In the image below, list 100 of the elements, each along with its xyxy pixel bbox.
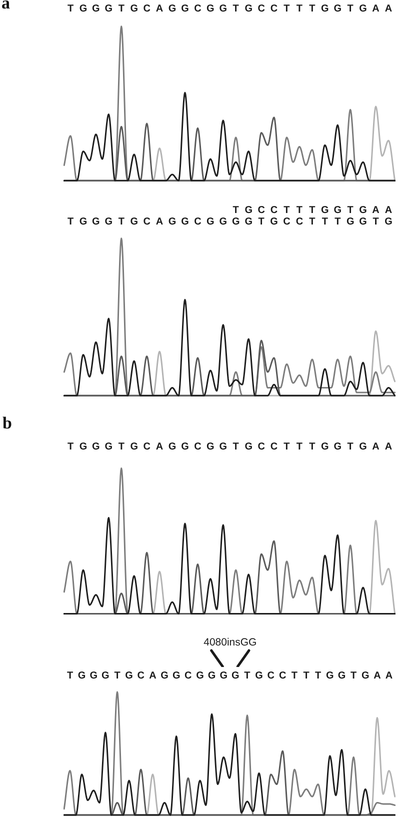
x-tick-label: A: [384, 4, 392, 14]
x-tick-label: C G: [270, 204, 278, 228]
x-tick-label: A: [372, 442, 380, 452]
x-tick-label: A: [372, 4, 380, 14]
x-tick-label: G: [338, 670, 346, 682]
x-tick-label: T: [118, 442, 124, 452]
x-tick-label: G T: [334, 204, 342, 228]
x-tick-label: C: [194, 216, 202, 228]
x-tick-label: G: [244, 4, 253, 14]
x-tick-label: G: [160, 670, 169, 682]
x-tick-label: A T: [372, 204, 380, 228]
x-tick-label: G: [104, 216, 113, 228]
x-tick-label: T: [296, 442, 303, 452]
x-tick-label: A: [156, 442, 164, 452]
x-tick-label: G: [104, 442, 113, 452]
x-tick-label: G: [219, 4, 228, 14]
x-tick-label: C: [270, 4, 278, 14]
x-tick-label: A G: [384, 204, 393, 228]
x-tick-label: A: [156, 216, 164, 228]
x-tick-label: G: [206, 442, 215, 452]
x-tick-label: T: [347, 4, 354, 14]
x-tick-label: T: [114, 670, 120, 682]
x-tick-label: T: [232, 442, 239, 452]
x-tick-label: T: [296, 4, 303, 14]
x-tick-label: G: [104, 4, 113, 14]
x-tick-label: T: [347, 442, 354, 452]
x-tick-label: T C: [296, 204, 304, 228]
x-tick-label: T: [118, 216, 124, 228]
x-tick-label: C: [143, 442, 150, 452]
x-tick-label: G: [130, 216, 138, 228]
x-tick-label: G: [359, 442, 368, 452]
x-tick-label: T: [309, 4, 316, 14]
x-tick-label: G G: [244, 204, 253, 228]
x-tick-label: G: [219, 442, 228, 452]
x-tick-label: A: [385, 670, 393, 682]
x-tick-label: G: [181, 442, 190, 452]
x-tick-label: G: [92, 442, 100, 452]
x-tick-label: T: [66, 670, 74, 682]
x-tick-label: G: [244, 442, 253, 452]
x-tick-label: T: [303, 670, 310, 682]
x-tick-label: C: [184, 670, 192, 682]
x-tick-label: T: [309, 442, 316, 452]
x-tick-label: C: [258, 4, 265, 14]
x-tick-label: G: [168, 216, 176, 228]
x-tick-label: G: [90, 670, 98, 682]
x-tick-label: A: [374, 670, 381, 682]
x-tick-label: G: [172, 670, 180, 682]
x-tick-label: T: [284, 4, 290, 14]
x-tick-label: G: [206, 4, 215, 14]
x-tick-label: C: [279, 670, 286, 682]
x-tick-label: C: [194, 4, 202, 14]
x-tick-label: G: [168, 442, 176, 452]
x-tick-label: G: [232, 670, 240, 682]
x-tick-label: G: [102, 670, 110, 682]
x-tick-label: G: [92, 4, 100, 14]
chart-title: b: [2, 414, 12, 432]
x-tick-label: T: [244, 670, 250, 682]
x-tick-label: T: [315, 670, 322, 682]
x-tick-label: C: [258, 442, 265, 452]
x-tick-label: G: [208, 670, 216, 682]
x-tick-label: C: [143, 4, 150, 14]
x-tick-label: C: [143, 216, 150, 228]
x-tick-label: T: [118, 4, 124, 14]
x-tick-label: T: [284, 442, 290, 452]
x-tick-label: G: [321, 4, 330, 14]
x-tick-label: G: [326, 670, 334, 682]
x-tick-label: G: [125, 670, 134, 682]
x-tick-label: G: [334, 4, 342, 14]
x-tick-label: G: [78, 670, 86, 682]
x-tick-label: C: [194, 442, 202, 452]
x-tick-label: C: [267, 670, 274, 682]
x-tick-label: G: [220, 670, 228, 682]
x-tick-label: G: [255, 670, 264, 682]
x-tick-label: C T: [258, 204, 265, 228]
x-tick-label: T C: [283, 204, 290, 228]
x-tick-label: T G: [232, 204, 240, 228]
x-tick-label: G: [359, 4, 368, 14]
x-tick-label: G: [181, 4, 190, 14]
x-tick-label: G: [79, 4, 88, 14]
x-tick-label: T: [350, 670, 357, 682]
x-tick-label: A: [384, 442, 392, 452]
x-tick-label: G: [361, 670, 370, 682]
x-tick-label: T: [291, 670, 298, 682]
text: 4080insGG: [204, 636, 257, 648]
x-tick-label: G: [181, 216, 190, 228]
chart-title: a: [2, 0, 10, 12]
x-tick-label: G: [168, 4, 176, 14]
x-tick-label: G: [196, 670, 204, 682]
x-tick-label: T: [67, 4, 74, 14]
x-tick-label: T G: [346, 204, 354, 228]
x-tick-label: C: [137, 670, 145, 682]
x-tick-label: G: [334, 442, 342, 452]
x-tick-label: T T: [309, 204, 316, 228]
x-tick-label: G: [79, 216, 88, 228]
x-tick-label: G: [321, 442, 330, 452]
x-tick-label: G: [130, 442, 138, 452]
x-tick-label: T: [67, 216, 74, 228]
x-tick-label: G: [206, 216, 215, 228]
x-tick-label: A: [149, 670, 156, 682]
x-tick-label: G G: [359, 204, 368, 228]
